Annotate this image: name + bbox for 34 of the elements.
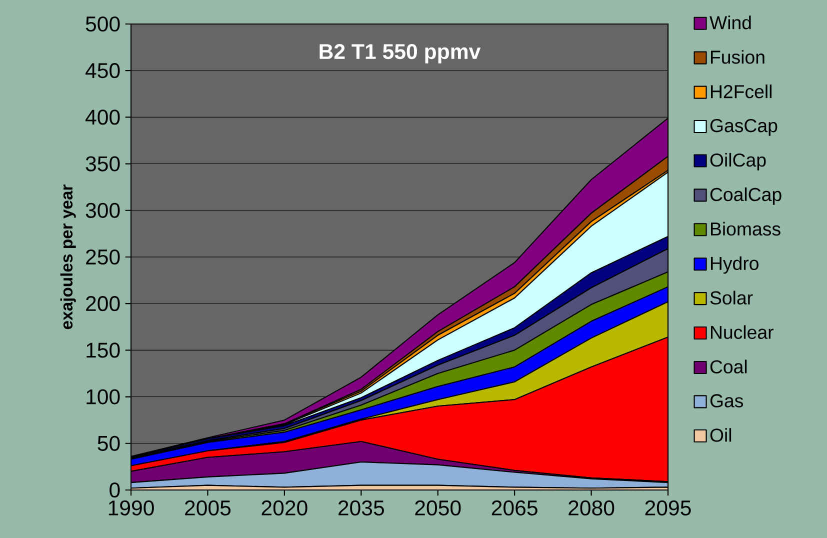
legend-label: OilCap xyxy=(710,152,766,170)
y-tick-label: 450 xyxy=(85,63,120,78)
x-tick-label: 2080 xyxy=(568,500,614,516)
text: B2 T1 550 ppmv xyxy=(320,44,481,64)
legend-label: Nuclear xyxy=(711,325,774,339)
legend-label: Oil xyxy=(710,428,732,442)
x-tick-label: 2035 xyxy=(338,500,384,516)
legend-label: Gas xyxy=(710,394,744,408)
x-tick-label: 2095 xyxy=(645,500,691,516)
y-tick-label: 250 xyxy=(86,249,120,265)
x-tick-label: 1990 xyxy=(108,500,154,516)
y-tick-label: 200 xyxy=(86,296,120,312)
y-tick-label: 400 xyxy=(85,110,120,125)
y-tick-label: 500 xyxy=(86,16,120,32)
y-tick-label: 350 xyxy=(86,156,120,172)
legend-label: CoalCap xyxy=(710,187,782,205)
x-tick-label: 2005 xyxy=(185,500,231,516)
x-tick-label: 2065 xyxy=(492,500,538,516)
legend-label: Fusion xyxy=(711,50,764,64)
legend-label: Solar xyxy=(710,290,753,305)
legend-label: Hydro xyxy=(711,256,758,274)
legend-label: Wind xyxy=(710,16,751,30)
y-axis-title: exajoules per year xyxy=(60,184,76,330)
y-tick-label: 50 xyxy=(98,436,120,451)
x-tick-label: 2050 xyxy=(415,500,461,516)
x-tick-label: 2020 xyxy=(262,500,308,516)
y-tick-label: 0 xyxy=(110,482,120,498)
y-tick-label: 300 xyxy=(86,202,120,218)
legend-label: Biomass xyxy=(711,222,780,236)
legend-label: GasCap xyxy=(710,118,778,136)
legend-label: H2Fcell xyxy=(711,84,772,98)
legend-label: Coal xyxy=(710,360,747,374)
y-tick-label: 100 xyxy=(86,389,120,404)
y-tick-label: 150 xyxy=(86,342,120,358)
